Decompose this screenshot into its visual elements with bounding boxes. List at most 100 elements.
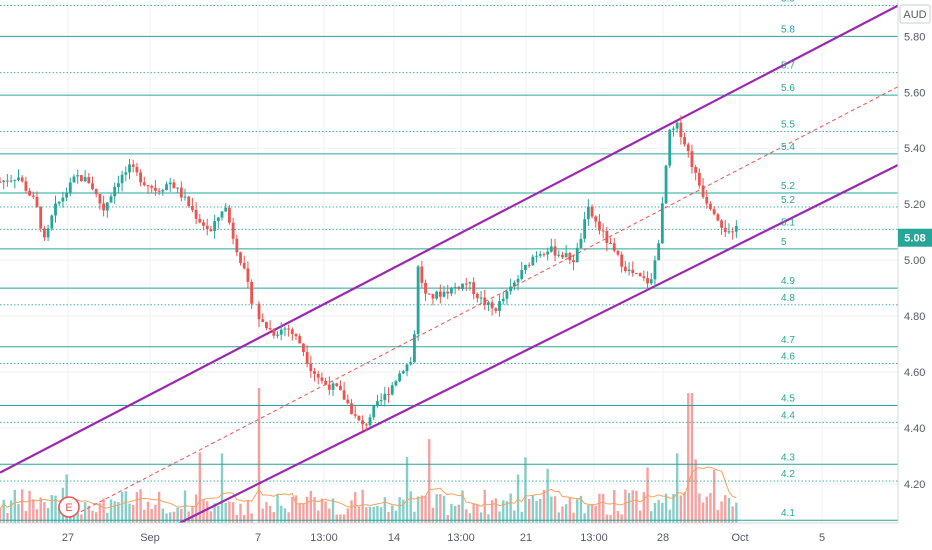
candle-body [9, 180, 13, 182]
candle-body [635, 273, 638, 275]
trend-channel[interactable] [0, 4, 899, 524]
level-label: 4.5 [781, 394, 795, 405]
volume-bar [124, 491, 128, 523]
candle-body [39, 206, 43, 229]
candle-body [431, 294, 435, 299]
volume-bar [294, 495, 298, 523]
volume-bar [231, 502, 235, 523]
candle-body [265, 322, 268, 329]
candle-body [35, 196, 39, 207]
channel-lower-line[interactable] [179, 164, 899, 524]
candle-body [183, 196, 187, 198]
candle-body [257, 303, 261, 320]
candle-body [83, 177, 87, 182]
candle-body [353, 414, 357, 416]
volume-bar [579, 495, 583, 523]
channel-middle-line[interactable] [80, 86, 899, 513]
candle-body [731, 231, 735, 233]
candle-body [357, 415, 361, 421]
earnings-event-marker[interactable]: E [58, 496, 80, 518]
price-axis-bg [898, 0, 932, 550]
level-label: 4.3 [781, 452, 795, 463]
volume-bar [675, 453, 679, 523]
volume-bar [650, 511, 653, 523]
price-axis[interactable]: 5.80 5.60 5.40 5.20 5.00 4.80 4.60 4.40 4.20 [904, 31, 925, 490]
volume-bar [505, 501, 509, 523]
candle-body [734, 226, 738, 232]
candle-body [331, 383, 335, 390]
candle-body [364, 424, 368, 426]
last-price-tag: 5.08 [898, 228, 932, 247]
candle-body [220, 211, 224, 218]
volume-bar [54, 495, 57, 523]
volume-bar [535, 500, 538, 523]
candle-body [387, 393, 390, 395]
candle-body [287, 328, 291, 330]
volume-bar [35, 509, 39, 523]
volume-bar [83, 502, 87, 523]
volume-bar [561, 506, 564, 523]
candle-body [568, 253, 572, 261]
candle-body [675, 122, 679, 129]
candle-body [623, 266, 627, 272]
candle-body [2, 180, 6, 182]
candle-body [335, 383, 339, 386]
level-label: 5.2 [781, 195, 795, 206]
volume-bar [217, 506, 220, 523]
time-tick-label: 13:00 [580, 532, 608, 544]
candle-body [653, 260, 657, 280]
candle-body [117, 183, 120, 188]
time-tick-label: 27 [62, 532, 74, 544]
candle-body [668, 129, 672, 166]
candle-body [346, 399, 350, 404]
volume-bar [120, 491, 124, 523]
currency-badge: AUD [899, 4, 931, 24]
candle-body [427, 293, 431, 295]
candle-body [309, 363, 313, 372]
candle-body [20, 177, 24, 182]
candle-body [202, 222, 205, 226]
candle-body [13, 179, 17, 181]
time-tick-label: Oct [731, 532, 748, 544]
volume-bar [172, 511, 176, 523]
level-label: 5.1 [781, 217, 795, 228]
volume-bar [272, 512, 276, 523]
volume-bar [154, 504, 157, 523]
volume-bar [298, 503, 301, 523]
candle-body [712, 209, 716, 215]
volume-bar [657, 499, 660, 523]
volume-bar [350, 500, 353, 523]
candle-body [250, 281, 254, 304]
price-tick-label: 5.40 [904, 143, 925, 155]
candle-body [394, 381, 398, 386]
volume-bar [461, 490, 464, 523]
volume-bar [527, 498, 531, 523]
candle-body [638, 273, 642, 277]
candle-body [649, 279, 653, 284]
volume-bar [161, 508, 165, 523]
channel-upper-line[interactable] [0, 4, 899, 474]
candle-body [224, 207, 228, 212]
candle-body [457, 286, 461, 290]
candle-body [324, 380, 328, 385]
level-label: 4.6 [781, 352, 795, 363]
volume-bar [516, 474, 520, 523]
volume-bar [620, 514, 623, 523]
volume-bar [450, 503, 453, 523]
volume-bar [442, 495, 446, 523]
volume-bar [72, 510, 76, 523]
volume-bar [428, 439, 431, 523]
candle-body [0, 181, 2, 183]
volume-bar [409, 491, 412, 523]
candle-body [43, 228, 46, 238]
volume-bar [109, 499, 113, 523]
last-price-value: 5.08 [904, 233, 925, 245]
candle-body [172, 182, 176, 189]
candle-body [320, 377, 324, 381]
volume-bar [283, 508, 287, 523]
volume-bar [616, 511, 620, 523]
candle-body [690, 151, 694, 168]
time-axis[interactable]: 27 Sep 7 13:00 14 13:00 21 13:00 28 Oct 5 [62, 532, 825, 544]
candle-body [113, 187, 117, 197]
